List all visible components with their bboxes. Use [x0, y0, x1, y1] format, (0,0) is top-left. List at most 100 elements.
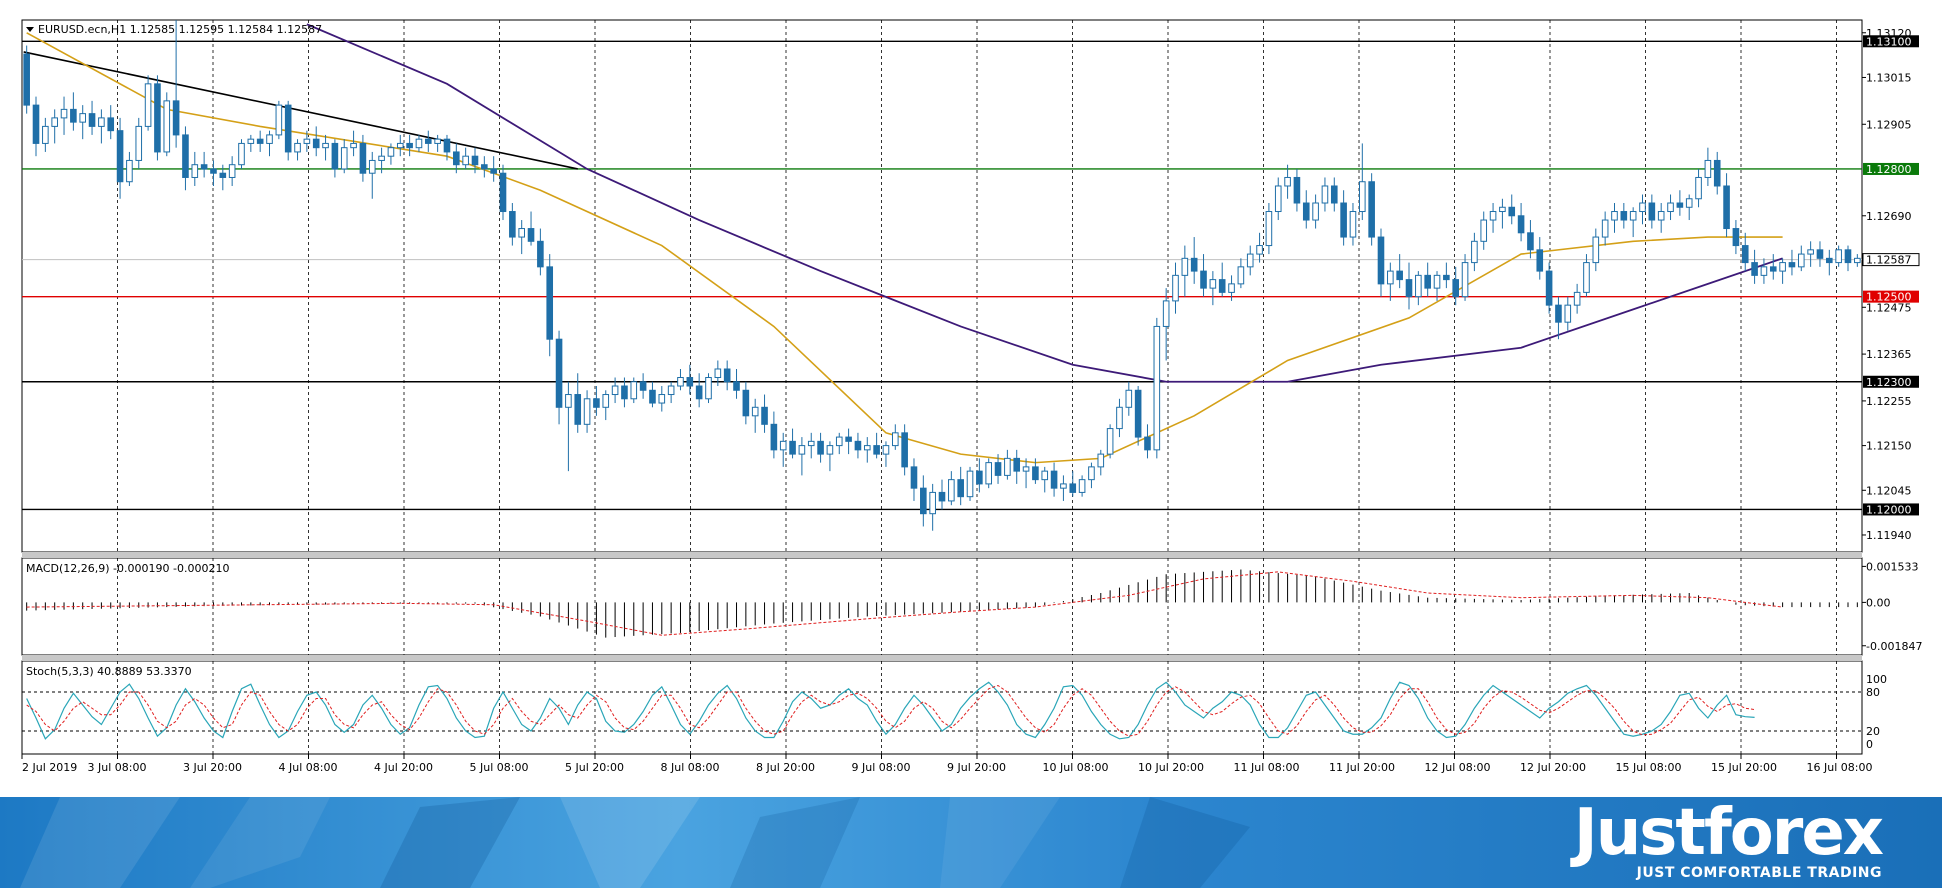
- candle: [1097, 449, 1105, 476]
- candle-body: [1377, 236, 1385, 285]
- candle: [1424, 262, 1431, 297]
- x-tick-label: 9 Jul 20:00: [947, 761, 1006, 774]
- y-tick-label: 1.12475: [1866, 301, 1912, 314]
- candle: [126, 151, 133, 186]
- stoch-tick-label: 100: [1866, 673, 1887, 686]
- symbol-header: EURUSD.ecn,H1 1.12585 1.12595 1.12584 1.…: [38, 23, 322, 36]
- candle: [1527, 220, 1534, 259]
- level-tag-bg: [1863, 375, 1919, 388]
- candle-body: [714, 368, 722, 379]
- candle: [1667, 194, 1674, 221]
- candle-body: [583, 398, 591, 425]
- candle: [1741, 232, 1749, 272]
- candle: [1405, 262, 1413, 310]
- candle: [817, 432, 824, 463]
- candle-body: [1116, 406, 1123, 430]
- candle-body: [42, 125, 49, 144]
- candle-body: [1200, 270, 1207, 289]
- candle: [1069, 471, 1077, 497]
- candle-body: [1274, 185, 1282, 213]
- candle-body: [1424, 274, 1431, 289]
- candle: [481, 156, 488, 178]
- candle-body: [695, 385, 703, 400]
- candle-body: [350, 142, 357, 149]
- candle: [574, 373, 582, 433]
- level-tag-label: 1.12500: [1866, 291, 1912, 304]
- candle-body: [182, 134, 189, 178]
- footer-banner: Justforex JUST COMFORTABLE TRADING: [0, 797, 1942, 888]
- candle-body: [1284, 176, 1291, 187]
- candle: [107, 105, 115, 140]
- candle-body: [807, 440, 815, 447]
- candle-body: [406, 142, 413, 149]
- candle-body: [1443, 274, 1450, 281]
- x-tick-label: 5 Jul 08:00: [470, 761, 529, 774]
- candle: [1601, 211, 1609, 246]
- candle: [1134, 386, 1142, 446]
- macd-tick-label: -0.001847: [1866, 640, 1922, 653]
- candle-body: [565, 394, 572, 408]
- candle: [172, 20, 180, 148]
- candle: [79, 105, 87, 140]
- candle: [1788, 249, 1796, 276]
- candle-body: [929, 491, 936, 515]
- candle: [462, 147, 469, 169]
- candle: [1723, 173, 1730, 238]
- candle-body: [835, 436, 843, 447]
- candle-body: [23, 53, 30, 106]
- candle-body: [116, 130, 124, 183]
- candle: [1377, 228, 1385, 297]
- candle: [1181, 245, 1189, 297]
- candle: [1218, 262, 1226, 297]
- candle: [751, 398, 759, 433]
- candle-body: [200, 164, 208, 170]
- current-price-label: 1.12587: [1866, 254, 1912, 267]
- y-tick-label: 1.13015: [1866, 71, 1912, 84]
- x-tick-label: 4 Jul 20:00: [374, 761, 433, 774]
- candle: [1695, 168, 1702, 208]
- candle-body: [621, 385, 628, 400]
- candle-body: [920, 487, 927, 515]
- candle-body: [1592, 236, 1600, 264]
- candle: [705, 373, 712, 404]
- candle-body: [1004, 457, 1011, 476]
- level-tag-label: 1.12800: [1866, 163, 1912, 176]
- candle: [565, 381, 572, 472]
- candle-body: [723, 368, 731, 383]
- candle-body: [1667, 202, 1674, 213]
- candle: [910, 458, 918, 501]
- candle-body: [1769, 266, 1777, 272]
- candle: [527, 211, 535, 246]
- candle-body: [1405, 279, 1413, 298]
- candle-body: [275, 104, 283, 136]
- candle-body: [509, 211, 516, 238]
- candle: [882, 441, 890, 467]
- candle: [1545, 262, 1553, 314]
- candle: [1396, 254, 1403, 289]
- candle-body: [144, 83, 152, 127]
- candle-body: [1807, 249, 1814, 255]
- candle-body: [1265, 211, 1273, 247]
- candle-body: [658, 394, 666, 404]
- candle-body: [1797, 253, 1805, 268]
- candle-body: [256, 138, 264, 144]
- candle-body: [107, 117, 115, 132]
- candle-body: [1452, 279, 1460, 298]
- candle-body: [32, 104, 40, 144]
- candle-body: [985, 462, 993, 485]
- candle-body: [499, 172, 507, 213]
- y-tick-label: 1.12255: [1866, 395, 1912, 408]
- candle: [88, 100, 96, 135]
- candle: [453, 143, 460, 174]
- candle: [695, 373, 703, 408]
- x-tick-label: 8 Jul 08:00: [661, 761, 720, 774]
- candle: [1116, 398, 1123, 438]
- candle: [1797, 245, 1805, 272]
- candle-body: [705, 377, 712, 400]
- x-tick-label: 2 Jul 2019: [22, 761, 77, 774]
- candle-body: [1302, 202, 1310, 221]
- chart-svg: 2 Jul 2019 3 Jul 08:00 3 Jul 20:00 4 Jul 08…: [21, 19, 1922, 774]
- candle-body: [1648, 202, 1656, 221]
- candle: [733, 368, 740, 399]
- candle: [1172, 262, 1179, 314]
